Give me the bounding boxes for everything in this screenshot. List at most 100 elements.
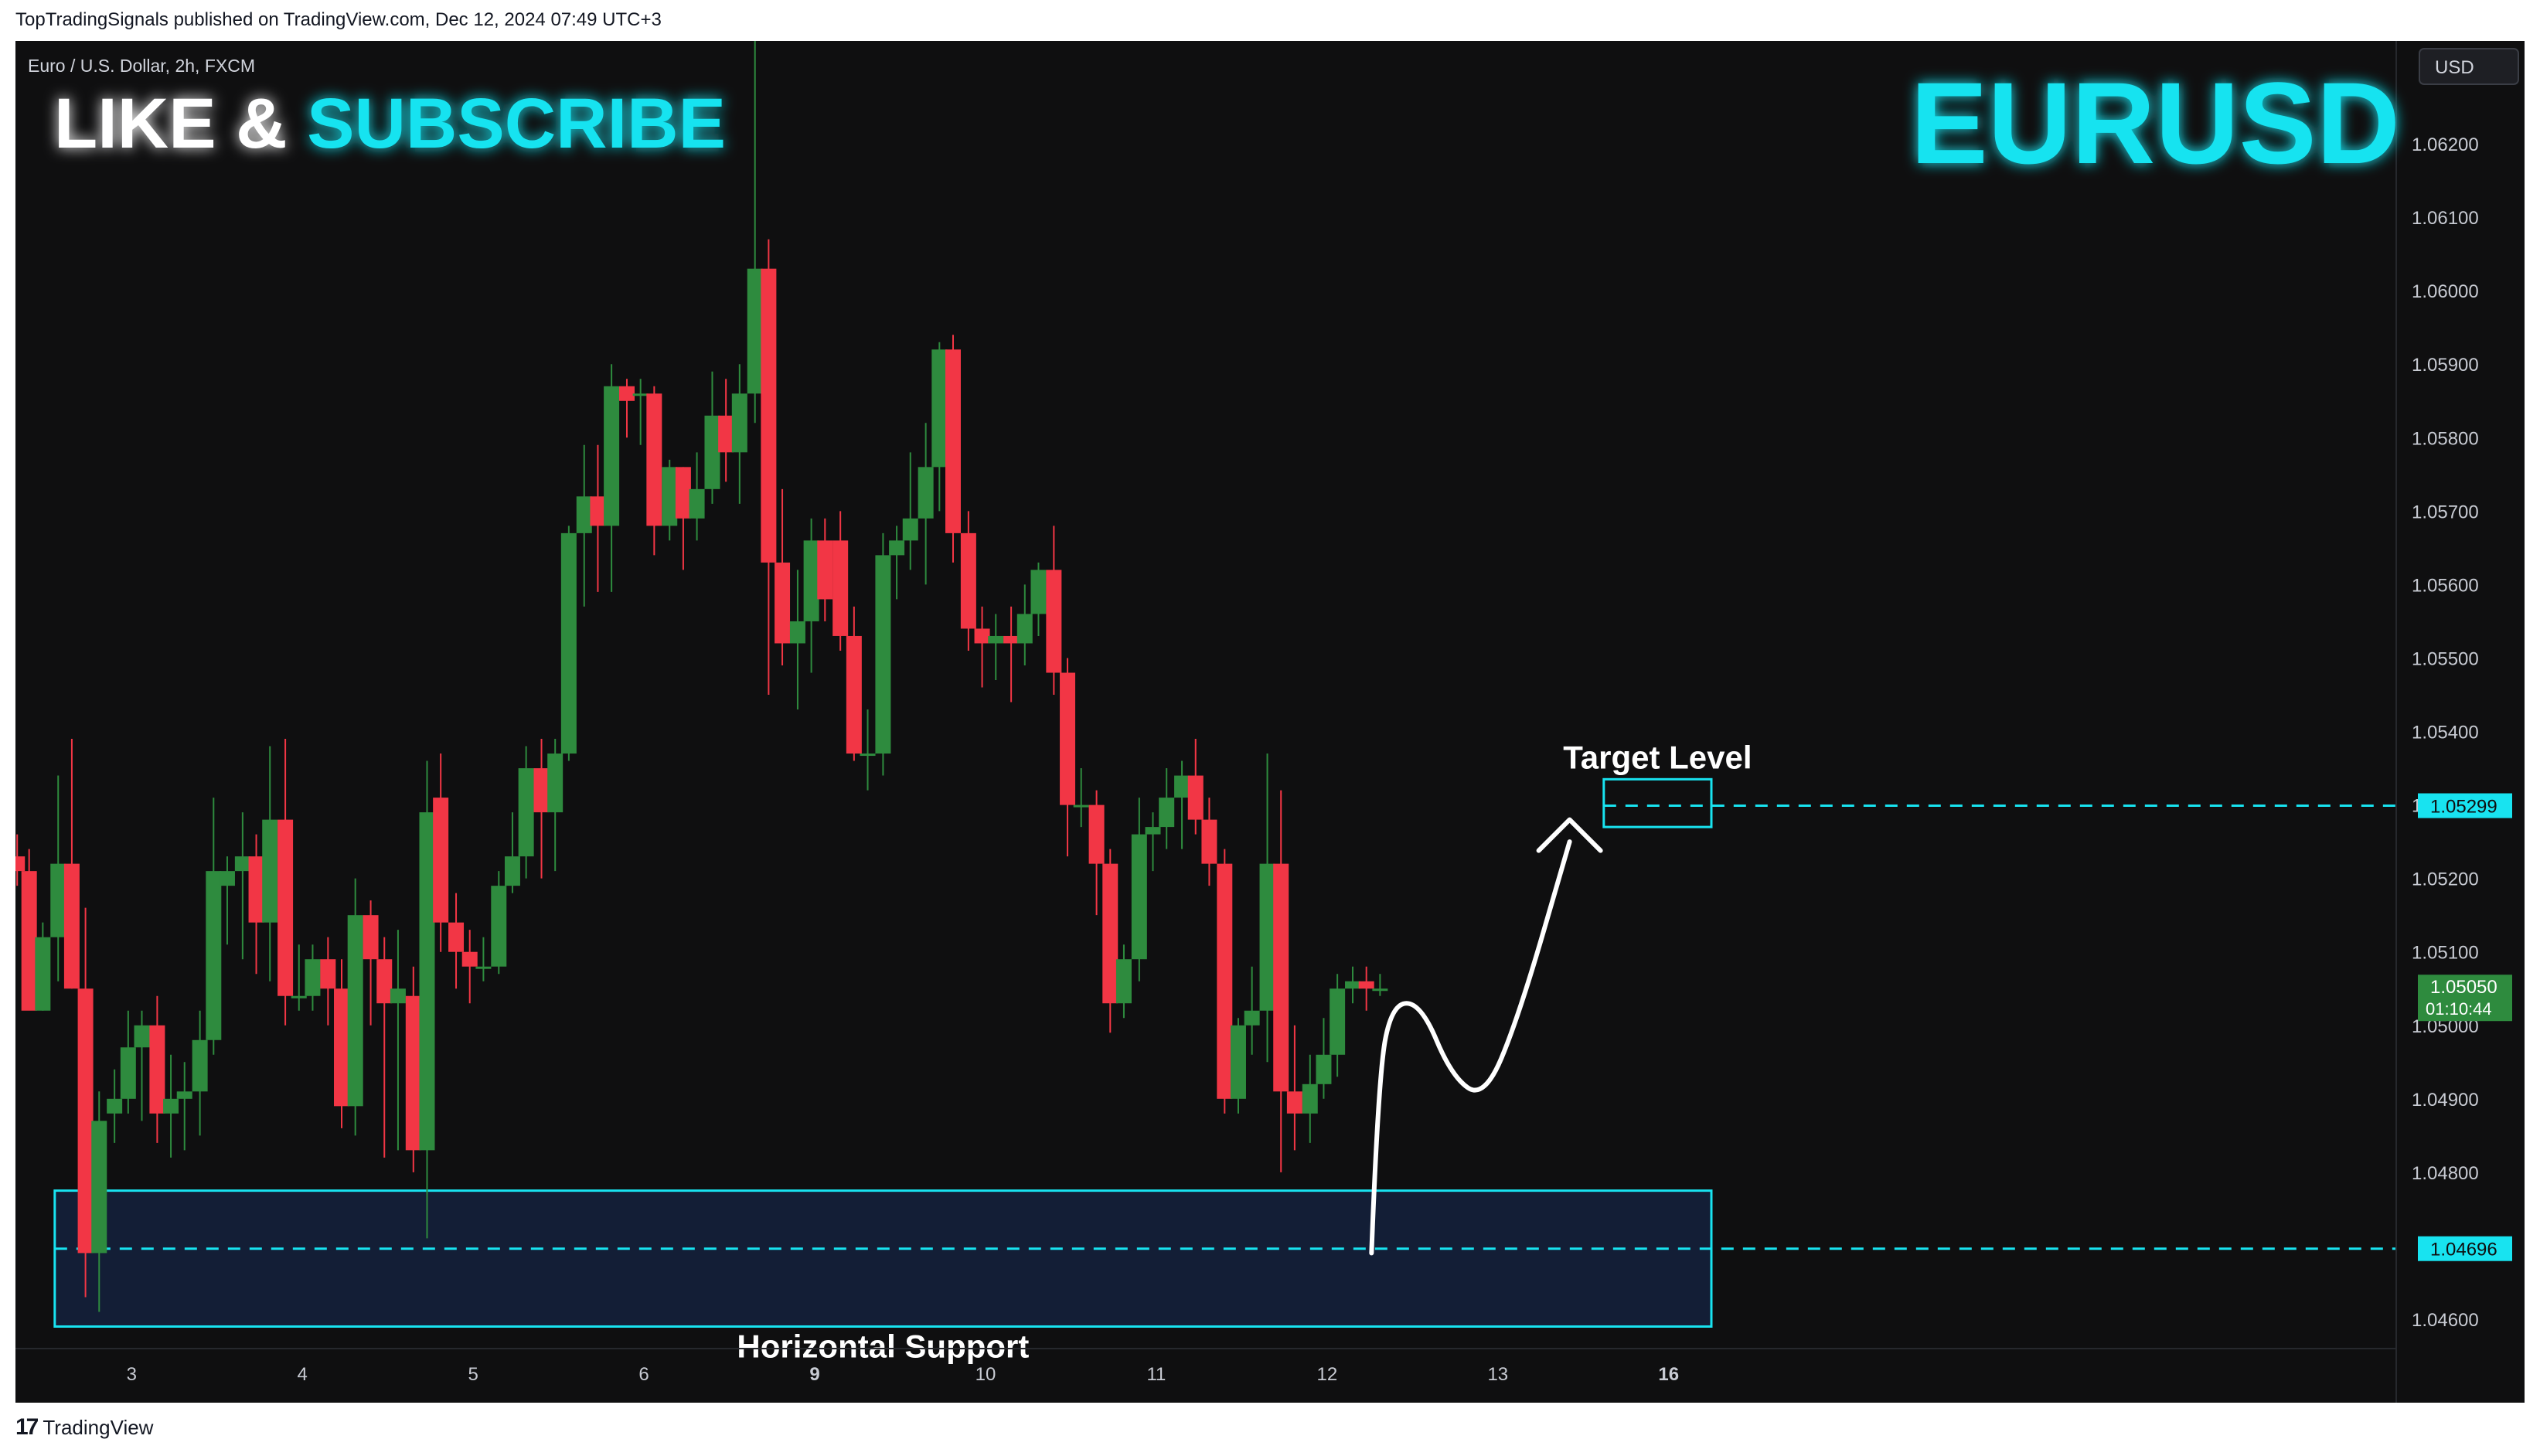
current-price-badge: [2418, 975, 2512, 1022]
candle: [334, 959, 350, 1128]
candle-body: [277, 819, 294, 996]
candle-body: [1259, 863, 1275, 1011]
price-tick-label: 1.05600: [2412, 575, 2479, 596]
like-subscribe-banner: LIKE & SUBSCRIBE: [54, 84, 726, 163]
candle: [817, 518, 833, 621]
zones-layer: [53, 777, 2396, 1328]
candle: [1259, 754, 1275, 1063]
candle-body: [817, 540, 833, 600]
candle: [390, 930, 406, 1151]
candle-body: [163, 1098, 179, 1114]
candle-body: [1316, 1054, 1332, 1084]
candle: [533, 739, 550, 879]
chart-pane[interactable]: Target Level Horizontal Support 1.06200 1.…: [15, 41, 2525, 1403]
bar-countdown: 01:10:44: [2426, 999, 2492, 1019]
candle-body: [376, 959, 393, 1004]
chart-title: EURUSD: [1911, 58, 2400, 188]
candle: [1073, 768, 1089, 828]
candle: [662, 459, 678, 541]
candle-body: [731, 393, 747, 453]
candle: [1088, 790, 1105, 916]
drawings-layer: Target Level Horizontal Support: [737, 739, 1752, 1364]
candle-body: [176, 1091, 192, 1099]
candle-body: [675, 467, 691, 519]
candlestick-chart[interactable]: Target Level Horizontal Support 1.06200 1.…: [15, 41, 2525, 1403]
candle: [1115, 944, 1132, 1019]
candle-body: [347, 915, 363, 1107]
usd-currency-button[interactable]: USD: [2419, 48, 2519, 85]
candle-body: [192, 1039, 208, 1092]
candle-body: [747, 268, 763, 394]
candle-body: [518, 768, 534, 857]
candle: [461, 930, 478, 1004]
candle-body: [1159, 798, 1175, 828]
candle: [248, 834, 264, 975]
candle-body: [134, 1025, 150, 1048]
candle: [91, 1091, 107, 1312]
candle: [433, 754, 449, 952]
candle-body: [1003, 635, 1020, 644]
candle-body: [689, 488, 705, 519]
candle-body: [149, 1025, 165, 1114]
candle: [618, 379, 635, 438]
candle-body: [234, 856, 250, 872]
candle: [945, 335, 961, 563]
candle-body: [1286, 1091, 1302, 1114]
candle-body: [21, 871, 37, 1011]
price-tick-label: 1.05100: [2412, 943, 2479, 964]
candle-body: [461, 951, 478, 967]
candle: [846, 606, 862, 761]
candle: [291, 944, 307, 1011]
candle: [803, 518, 819, 673]
candle: [1244, 966, 1260, 1055]
candle-body: [1372, 988, 1388, 992]
projection-path: [1369, 839, 1572, 1256]
candle: [149, 995, 165, 1143]
candle-body: [918, 467, 934, 519]
candle: [1060, 658, 1076, 857]
price-tick-label: 1.05800: [2412, 428, 2479, 449]
candle: [15, 834, 26, 886]
candle: [902, 452, 918, 570]
candle-body: [704, 415, 720, 489]
candle: [747, 41, 763, 424]
candle: [277, 739, 294, 1026]
candle-body: [1201, 819, 1217, 864]
candle-body: [120, 1047, 136, 1099]
candle-body: [1244, 1010, 1260, 1026]
candle: [1316, 1018, 1332, 1099]
support-label: Horizontal Support: [737, 1328, 1029, 1364]
candle-body: [1046, 570, 1062, 673]
footer-branding[interactable]: 17 TradingView: [15, 1414, 153, 1441]
candle: [35, 922, 51, 1011]
candle-body: [419, 812, 435, 1151]
candle-body: [803, 540, 819, 621]
candle: [860, 709, 876, 791]
candle-body: [35, 937, 51, 1011]
time-axis[interactable]: 3 4 5 6 9 10 11 12 13 16: [127, 1364, 1680, 1385]
candle-body: [1145, 827, 1161, 835]
candle: [134, 1010, 150, 1121]
candle-body: [448, 922, 465, 952]
candle: [1372, 974, 1388, 996]
candle-body: [1230, 1025, 1246, 1099]
candle: [789, 570, 805, 710]
candle-body: [960, 532, 976, 629]
candle-body: [604, 386, 620, 526]
candle-body: [902, 518, 918, 541]
symbol-info[interactable]: Euro / U.S. Dollar, 2h, FXCM: [28, 56, 255, 76]
candle: [1345, 966, 1361, 1004]
time-tick-label: 16: [1658, 1364, 1679, 1385]
candle: [491, 871, 507, 975]
candle: [1046, 526, 1062, 695]
candle-body: [475, 966, 492, 969]
candle: [1302, 1054, 1318, 1143]
candle: [1201, 798, 1217, 886]
target-zone: [1602, 777, 1713, 828]
candle: [931, 342, 948, 512]
candle-body: [1187, 775, 1204, 820]
candle-body: [291, 995, 307, 998]
candle-body: [1358, 981, 1374, 989]
candle-body: [547, 754, 563, 813]
